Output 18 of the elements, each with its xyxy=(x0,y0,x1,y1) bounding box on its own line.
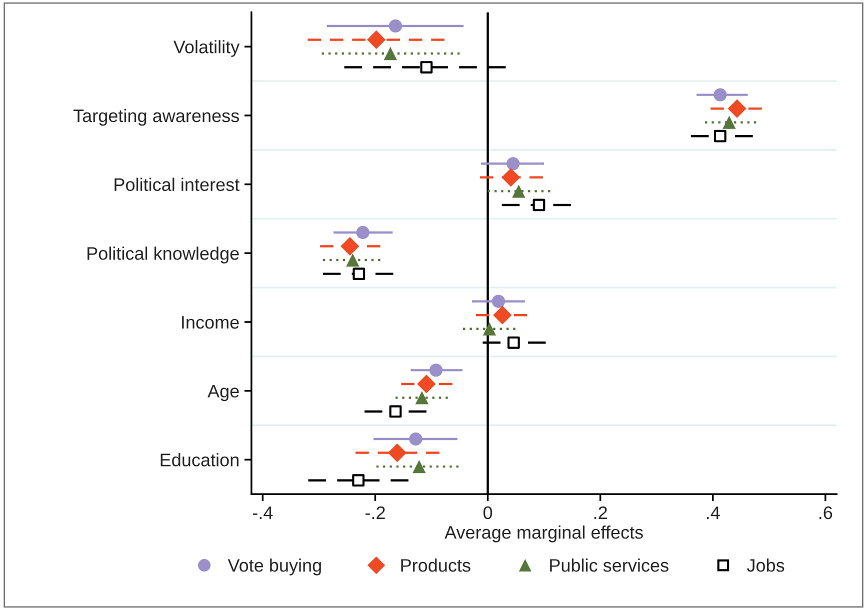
legend-label: Products xyxy=(401,558,470,572)
x-axis-title: Average marginal effects xyxy=(444,526,643,542)
x-tick-label: 0 xyxy=(483,506,492,520)
x-tick-label: .2 xyxy=(594,506,607,519)
x-tick-label: -.4 xyxy=(252,506,273,519)
legend-label: Jobs xyxy=(746,558,784,572)
y-tick-label: Political interest xyxy=(114,178,240,192)
y-tick-label: Political knowledge xyxy=(88,246,239,264)
y-tick-label: Education xyxy=(160,453,238,466)
y-tick-label: Targeting awareness xyxy=(73,108,239,126)
y-tick-label: Volatility xyxy=(173,40,240,57)
x-tick-label: .6 xyxy=(820,506,832,520)
legend-label: Vote buying xyxy=(228,558,321,576)
y-tick-label: Income xyxy=(182,316,239,329)
y-tick-label: Age xyxy=(208,384,239,402)
x-tick-label: -.2 xyxy=(365,506,385,519)
x-tick-label: .4 xyxy=(706,506,720,519)
legend-label: Public services xyxy=(550,558,668,572)
